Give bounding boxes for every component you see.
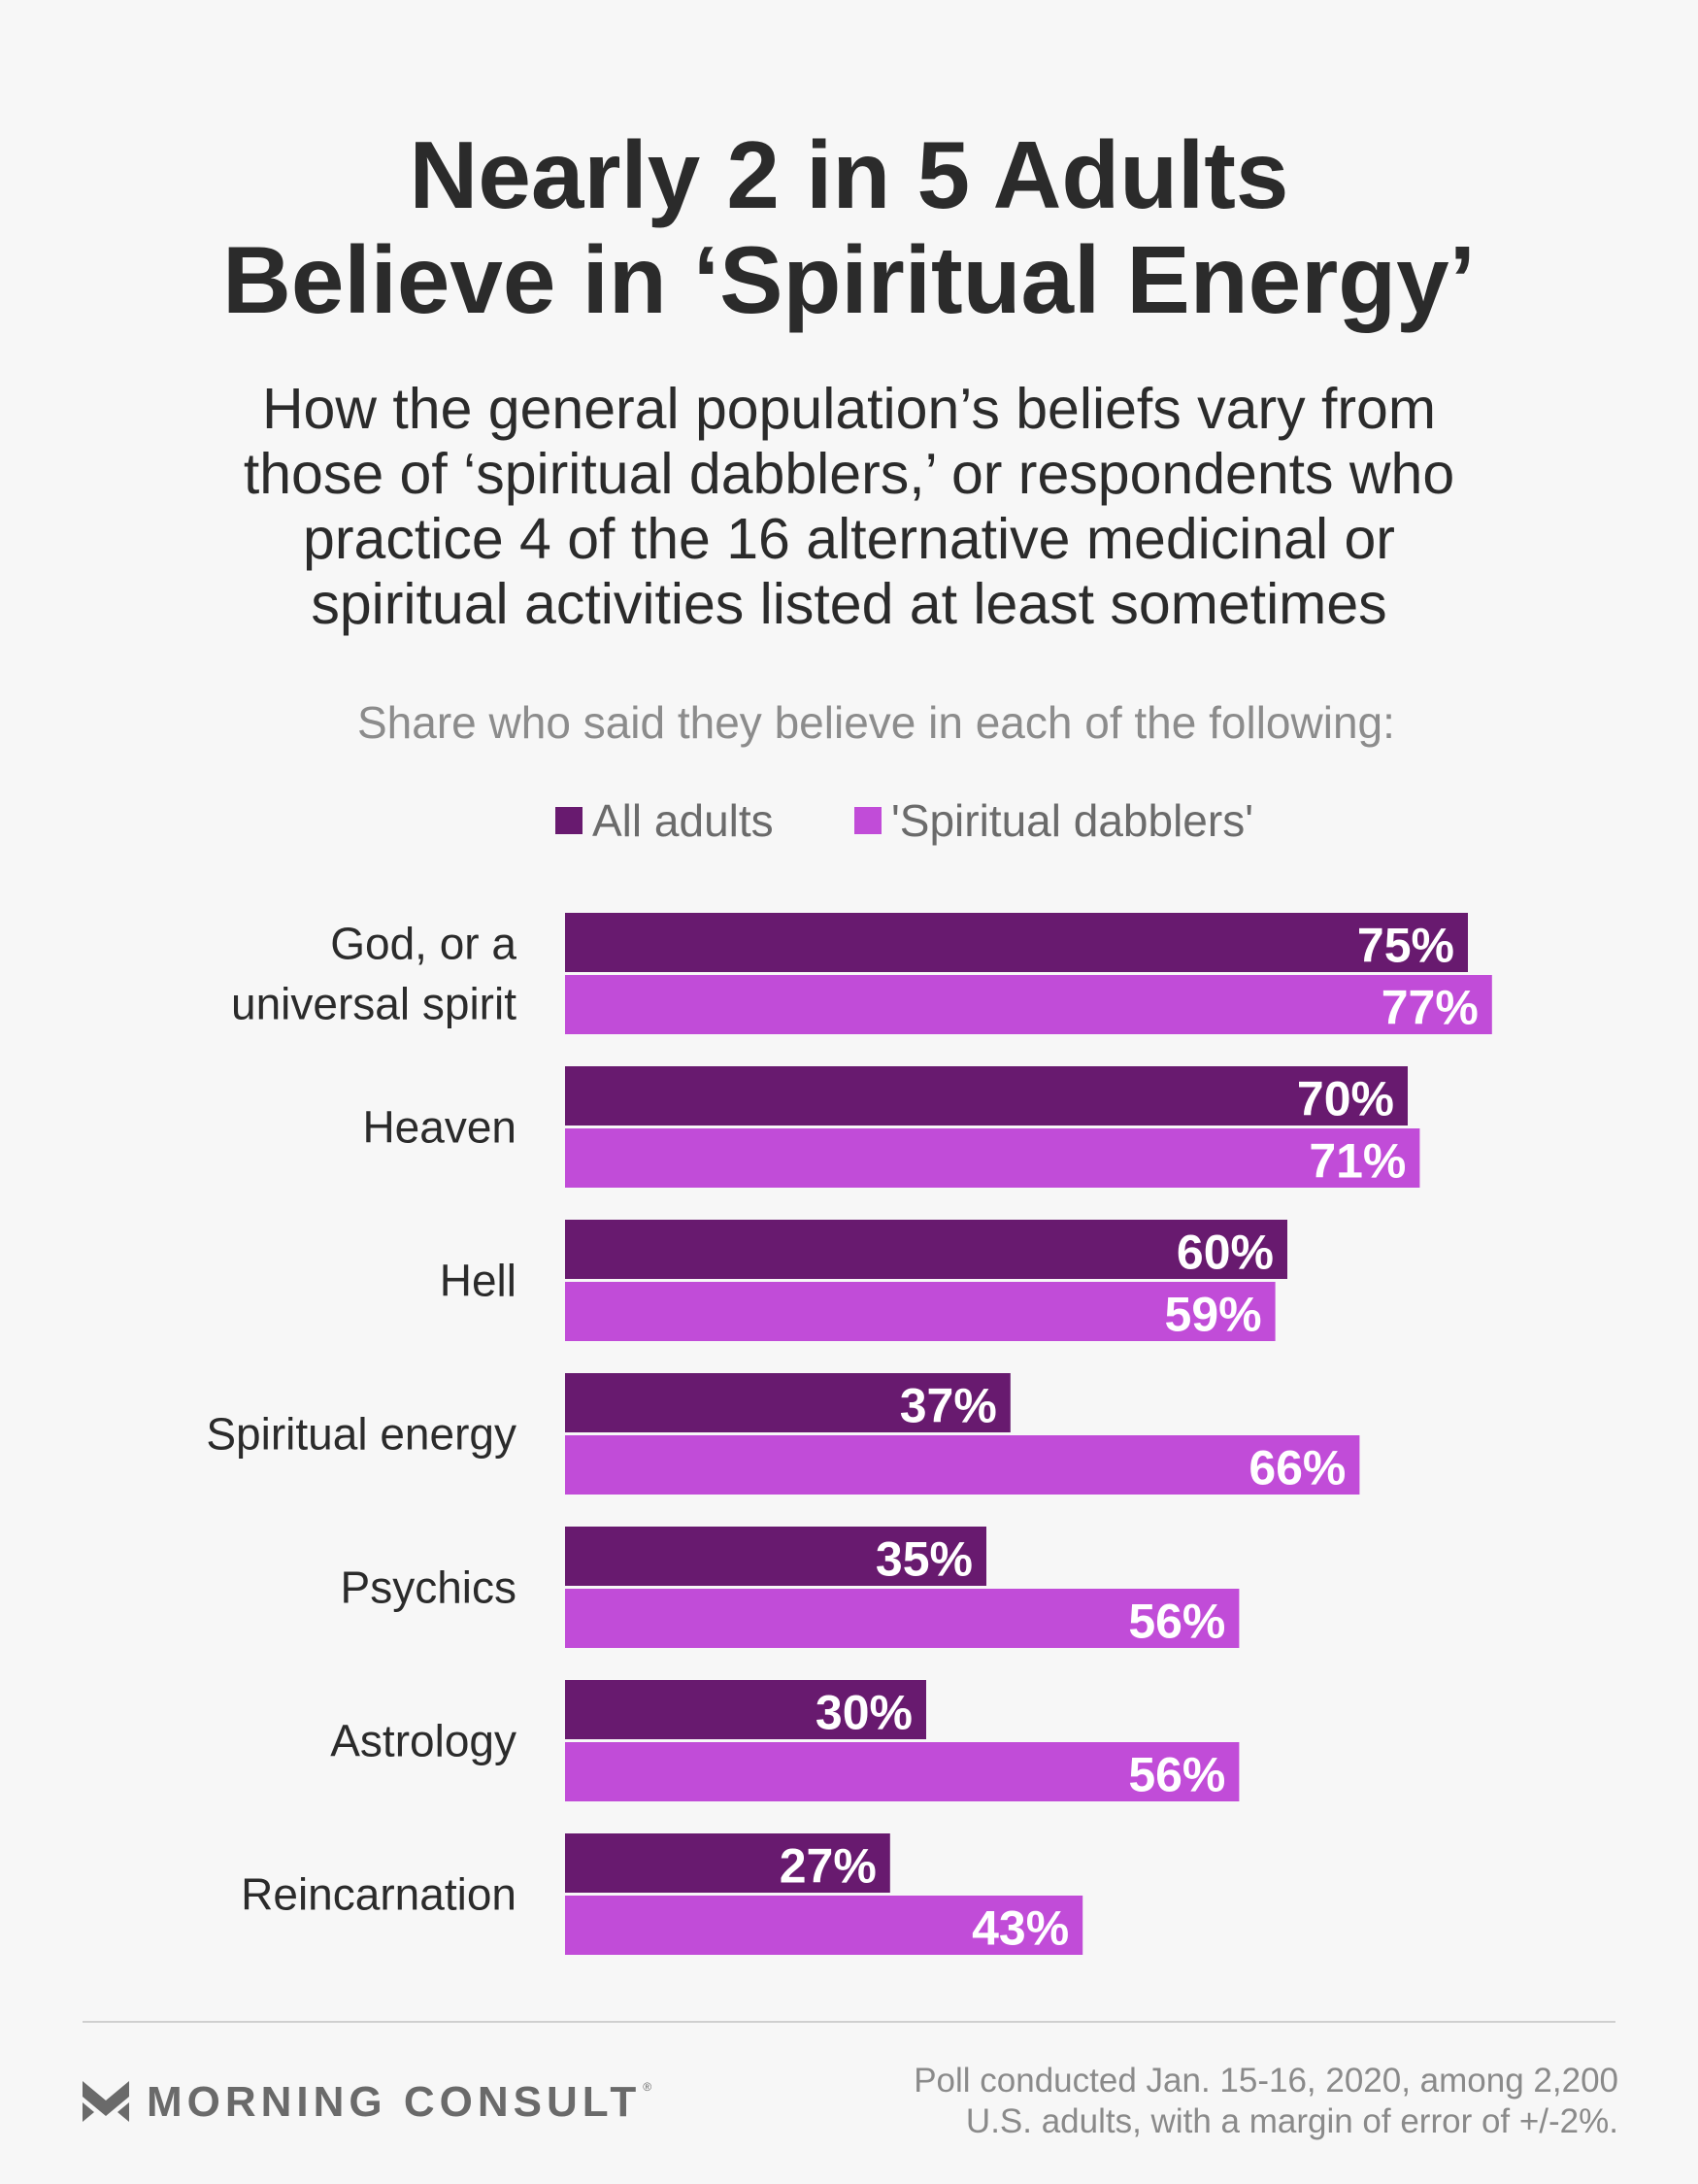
bar-spiritual-dabblers <box>565 1589 1240 1648</box>
bar-all-adults <box>565 1373 1011 1432</box>
data-label-all-adults: 37% <box>900 1379 997 1433</box>
bar-spiritual-dabblers <box>565 1282 1276 1341</box>
category-label: Reincarnation <box>241 1869 516 1920</box>
bar-spiritual-dabblers <box>565 1896 1083 1955</box>
bar-all-adults <box>565 1220 1287 1279</box>
data-label-spiritual-dabblers: 77% <box>1382 981 1479 1035</box>
category-label: God, or a <box>330 919 516 969</box>
data-label-spiritual-dabblers: 43% <box>972 1901 1069 1956</box>
data-label-spiritual-dabblers: 71% <box>1309 1134 1406 1189</box>
bar-all-adults <box>565 1527 986 1586</box>
legend-label-spiritual-dabblers: 'Spiritual dabblers' <box>891 795 1253 846</box>
legend-item-spiritual-dabblers: 'Spiritual dabblers' <box>854 794 1253 847</box>
data-label-spiritual-dabblers: 56% <box>1128 1748 1225 1802</box>
brand-name: MORNING CONSULT <box>147 2078 642 2126</box>
chart-prompt: Share who said they believe in each of t… <box>357 697 1395 748</box>
data-label-spiritual-dabblers: 56% <box>1128 1595 1225 1649</box>
methodology-note: Poll conducted Jan. 15-16, 2020, among 2… <box>914 2061 1618 2142</box>
bar-spiritual-dabblers <box>565 1128 1420 1188</box>
data-label-spiritual-dabblers: 66% <box>1249 1441 1346 1495</box>
category-label: Spiritual energy <box>206 1409 516 1460</box>
category-label: Astrology <box>330 1716 516 1766</box>
methodology-note-line-2: U.S. adults, with a margin of error of +… <box>965 2102 1618 2140</box>
data-label-all-adults: 30% <box>816 1686 913 1740</box>
subtitle-line-4: spiritual activities listed at least som… <box>311 572 1387 636</box>
morning-consult-logo-icon <box>83 2081 129 2122</box>
bar-spiritual-dabblers <box>565 975 1492 1034</box>
bar-spiritual-dabblers <box>565 1435 1360 1495</box>
legend-swatch-spiritual-dabblers <box>854 807 882 834</box>
subtitle-line-2: those of ‘spiritual dabblers,’ or respon… <box>243 442 1455 506</box>
bar-all-adults <box>565 913 1468 972</box>
chart-title-line-1: Nearly 2 in 5 Adults <box>409 121 1289 228</box>
category-label: Psychics <box>341 1562 516 1613</box>
chart-title-line-2: Believe in ‘Spiritual Energy’ <box>222 226 1476 333</box>
methodology-note-line-1: Poll conducted Jan. 15-16, 2020, among 2… <box>914 2062 1618 2100</box>
data-label-spiritual-dabblers: 59% <box>1165 1288 1262 1342</box>
category-label: Hell <box>440 1256 516 1306</box>
category-label: universal spirit <box>231 979 516 1029</box>
legend-label-all-adults: All adults <box>592 795 774 846</box>
legend-item-all-adults: All adults <box>555 794 774 847</box>
bar-spiritual-dabblers <box>565 1742 1240 1801</box>
subtitle-line-3: practice 4 of the 16 alternative medicin… <box>303 507 1395 571</box>
data-label-all-adults: 70% <box>1297 1072 1394 1126</box>
registered-mark: ® <box>643 2080 652 2094</box>
data-label-all-adults: 75% <box>1357 919 1454 973</box>
bar-all-adults <box>565 1066 1408 1126</box>
data-label-all-adults: 35% <box>876 1532 973 1587</box>
subtitle-line-1: How the general population’s beliefs var… <box>261 377 1437 441</box>
category-label: Heaven <box>362 1102 516 1153</box>
legend-swatch-all-adults <box>555 807 583 834</box>
footer-divider <box>83 2021 1615 2023</box>
bar-all-adults <box>565 1680 926 1739</box>
data-label-all-adults: 60% <box>1177 1226 1274 1280</box>
data-label-all-adults: 27% <box>780 1839 877 1894</box>
brand-logo: MORNING CONSULT ® <box>83 2078 651 2127</box>
bar-all-adults <box>565 1833 890 1893</box>
